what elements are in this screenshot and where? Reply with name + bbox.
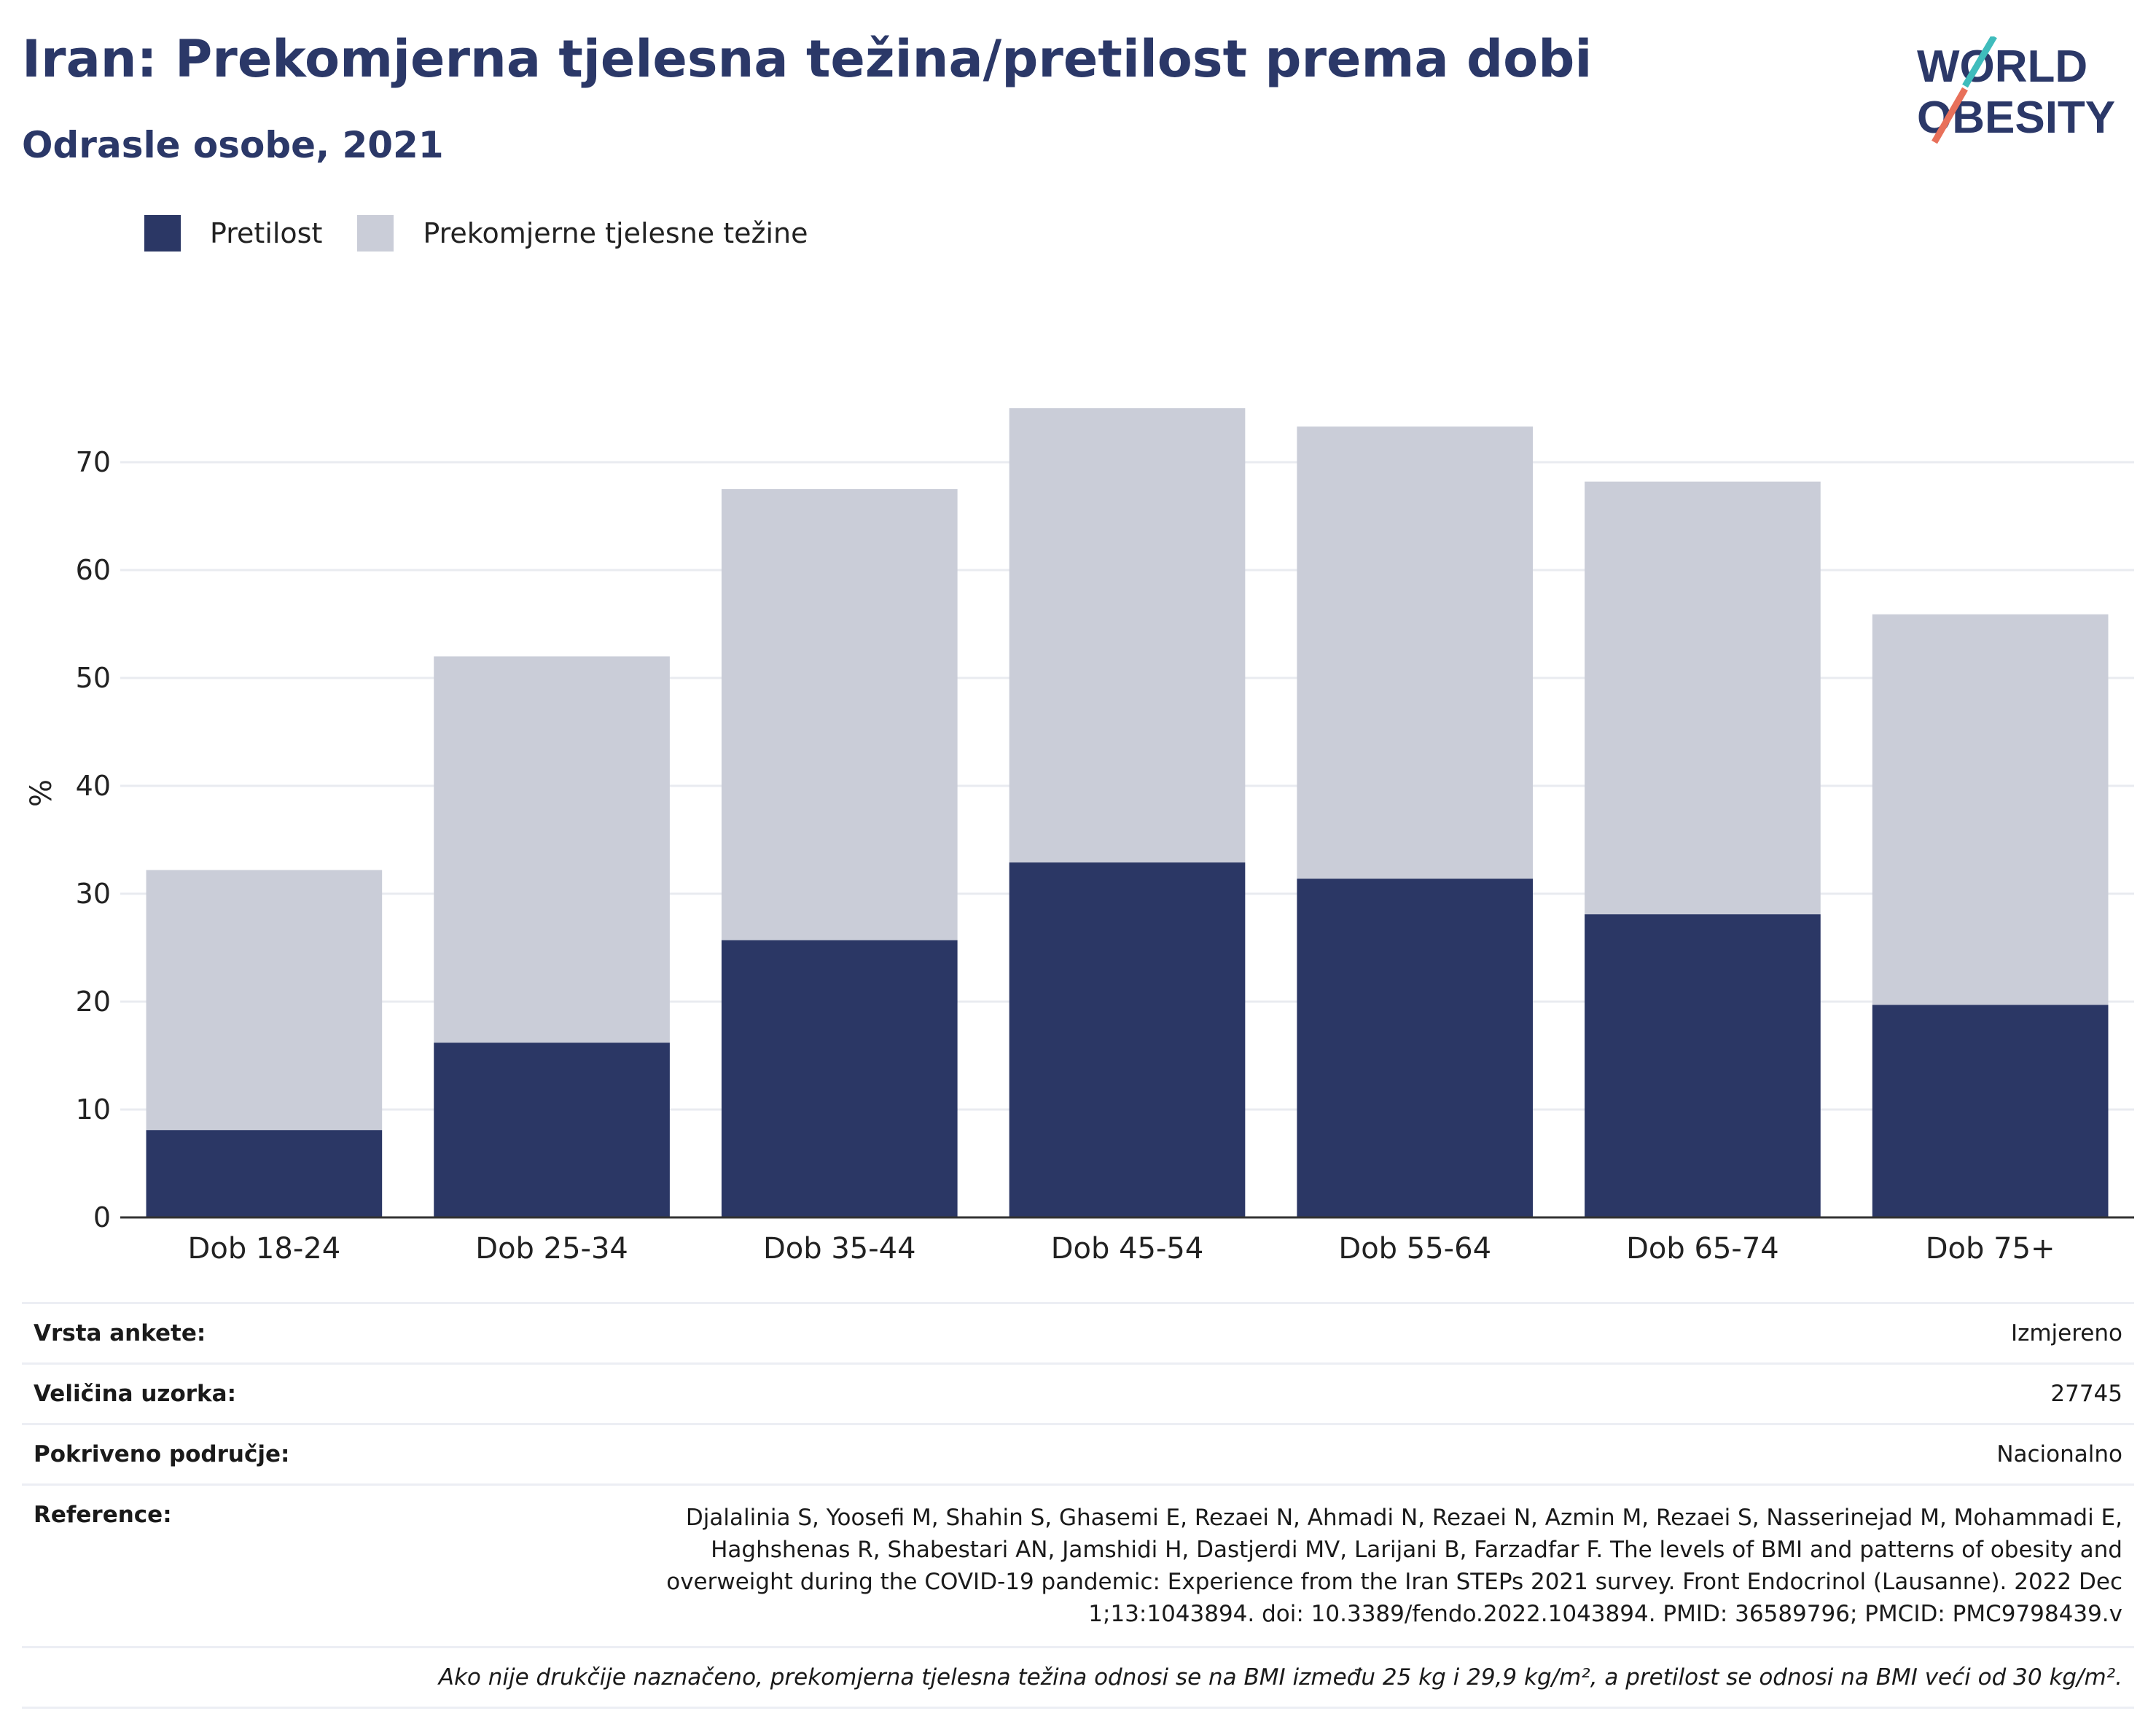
- x-tick-label: Dob 75+: [1926, 1232, 2055, 1266]
- bar-overweight: [434, 656, 670, 1043]
- legend-item-obesity[interactable]: Pretilost: [144, 215, 322, 252]
- logo-slash-teal: [1962, 36, 1997, 88]
- bar-obesity: [146, 1130, 383, 1217]
- bar-overweight: [1585, 481, 1821, 915]
- info-row-survey-type: Vrsta ankete: Izmjereno: [22, 1302, 2134, 1362]
- logo-slash-coral: [1932, 87, 1968, 144]
- bar-obesity: [721, 940, 958, 1217]
- page-title: Iran: Prekomjerna tjelesna težina/pretil…: [22, 29, 1593, 89]
- bar-obesity: [434, 1042, 670, 1217]
- bar-overweight: [146, 870, 383, 1131]
- chart-legend: Pretilost Prekomjerne tjelesne težine: [144, 215, 843, 252]
- y-tick-label: 50: [76, 662, 111, 694]
- info-label: Veličina uzorka:: [34, 1381, 236, 1407]
- y-tick-label: 40: [76, 770, 111, 802]
- y-axis-label: %: [25, 779, 58, 807]
- legend-label-overweight: Prekomjerne tjelesne težine: [423, 217, 808, 249]
- bar-overweight: [1872, 614, 2109, 1005]
- y-tick-label: 0: [93, 1201, 111, 1233]
- bar-obesity: [1585, 914, 1821, 1217]
- info-row-references: Reference: Djalalinia S, Yoosefi M, Shah…: [22, 1483, 2134, 1646]
- y-tick-label: 10: [76, 1093, 111, 1126]
- x-tick-label: Dob 35-44: [763, 1232, 916, 1266]
- bar-overweight: [1297, 426, 1534, 879]
- reference-text: Djalalinia S, Yoosefi M, Shahin S, Ghase…: [666, 1505, 2122, 1627]
- bar-obesity: [1297, 878, 1534, 1217]
- y-tick-label: 60: [76, 554, 111, 586]
- footnote-text: Ako nije drukčije naznačeno, prekomjerna…: [438, 1664, 2122, 1691]
- legend-swatch-overweight: [357, 215, 394, 252]
- stacked-bar-chart: 0 10 20 30 40 50 60 70% Dob 18-24 Dob 25-34 Dob 35…: [25, 408, 2134, 1266]
- bar-overweight: [1009, 408, 1246, 863]
- bar-overweight: [721, 489, 958, 940]
- info-label: Vrsta ankete:: [34, 1320, 206, 1346]
- info-value: Nacionalno: [1996, 1441, 2122, 1467]
- x-tick-label: Dob 45-54: [1051, 1232, 1204, 1266]
- legend-label-obesity: Pretilost: [210, 217, 323, 249]
- info-label: Pokriveno područje:: [34, 1441, 290, 1467]
- x-tick-label: Dob 55-64: [1338, 1232, 1491, 1266]
- legend-swatch-obesity: [144, 215, 181, 252]
- world-obesity-logo: WORLD OBESITY: [1917, 36, 2115, 144]
- info-row-coverage: Pokriveno područje: Nacionalno: [22, 1423, 2134, 1483]
- footnote-row: Ako nije drukčije naznačeno, prekomjerna…: [22, 1646, 2134, 1709]
- survey-info-table: Vrsta ankete: Izmjereno Veličina uzorka:…: [22, 1302, 2134, 1709]
- x-tick-label: Dob 65-74: [1626, 1232, 1779, 1266]
- logo-text-line1: WORLD: [1917, 42, 2087, 92]
- y-tick-label: 30: [76, 878, 111, 910]
- bar-obesity: [1872, 1005, 2109, 1217]
- y-tick-label: 20: [76, 986, 111, 1018]
- y-tick-label: 70: [76, 446, 111, 478]
- x-tick-label: Dob 18-24: [188, 1232, 341, 1266]
- info-value: Izmjereno: [2010, 1320, 2122, 1346]
- info-row-sample-size: Veličina uzorka: 27745: [22, 1362, 2134, 1423]
- bar-obesity: [1009, 862, 1246, 1217]
- x-tick-label: Dob 25-34: [475, 1232, 628, 1266]
- page-subtitle: Odrasle osobe, 2021: [22, 124, 444, 166]
- legend-item-overweight[interactable]: Prekomjerne tjelesne težine: [357, 215, 808, 252]
- info-label: Reference:: [34, 1502, 172, 1528]
- info-value: 27745: [2050, 1381, 2122, 1407]
